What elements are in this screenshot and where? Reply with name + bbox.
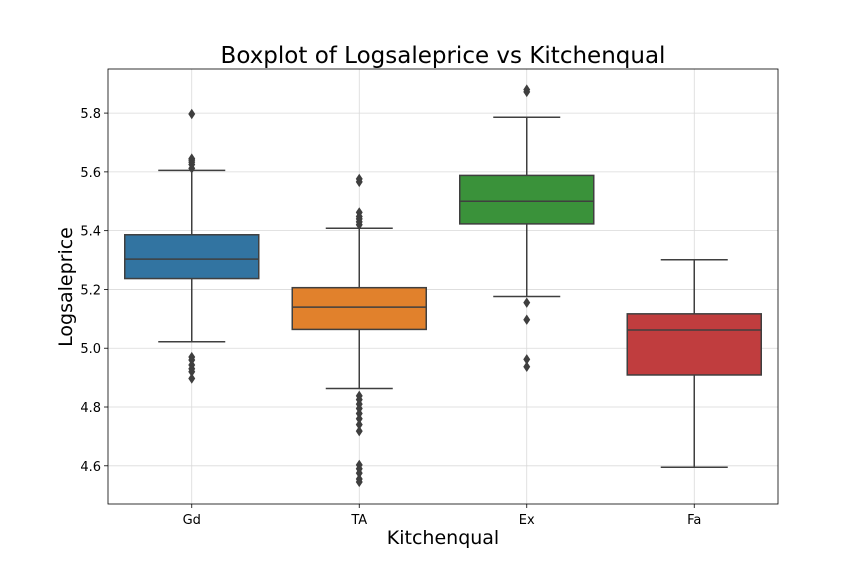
y-tick-label: 5.4 (80, 225, 101, 240)
outlier-point (523, 297, 531, 308)
outlier-point (523, 314, 531, 325)
x-tick-label: TA (350, 513, 367, 528)
y-tick-label: 5.6 (80, 166, 101, 181)
x-tick-label: Ex (519, 513, 535, 528)
y-tick-label: 5.8 (80, 107, 101, 122)
outlier-point (355, 476, 363, 488)
outlier-point (355, 425, 363, 437)
box-ta (291, 173, 427, 488)
box-iqr (459, 174, 595, 225)
y-tick-label: 5.0 (80, 342, 101, 357)
axis-ticks: 4.6 4.8 5.0 5.2 5.4 5.6 5.8 Gd TA Ex Fa (80, 107, 701, 528)
outlier-point (188, 373, 196, 384)
x-axis-label: Kitchenqual (387, 527, 499, 549)
outlier-point (188, 163, 196, 174)
y-axis-label: Logsaleprice (55, 227, 77, 347)
y-tick-label: 5.2 (80, 283, 101, 298)
y-tick-label: 4.8 (80, 401, 101, 416)
chart-title: Boxplot of Logsaleprice vs Kitchenqual (221, 43, 666, 69)
outlier-point (523, 86, 531, 98)
box-iqr (626, 313, 762, 376)
outlier-point (188, 108, 196, 120)
y-tick-label: 4.6 (80, 460, 101, 475)
outlier-point (355, 219, 363, 230)
plot-area-frame (107, 68, 779, 505)
box-iqr (291, 286, 427, 331)
x-tick-label: Fa (687, 513, 701, 528)
outlier-point (355, 176, 363, 188)
box-fa (626, 259, 762, 469)
box-gd (124, 108, 260, 384)
box-series (124, 84, 762, 488)
box-ex (459, 84, 595, 372)
grid-lines (108, 69, 778, 504)
box-iqr (124, 234, 260, 280)
x-tick-label: Gd (183, 513, 201, 528)
outlier-point (523, 361, 531, 372)
